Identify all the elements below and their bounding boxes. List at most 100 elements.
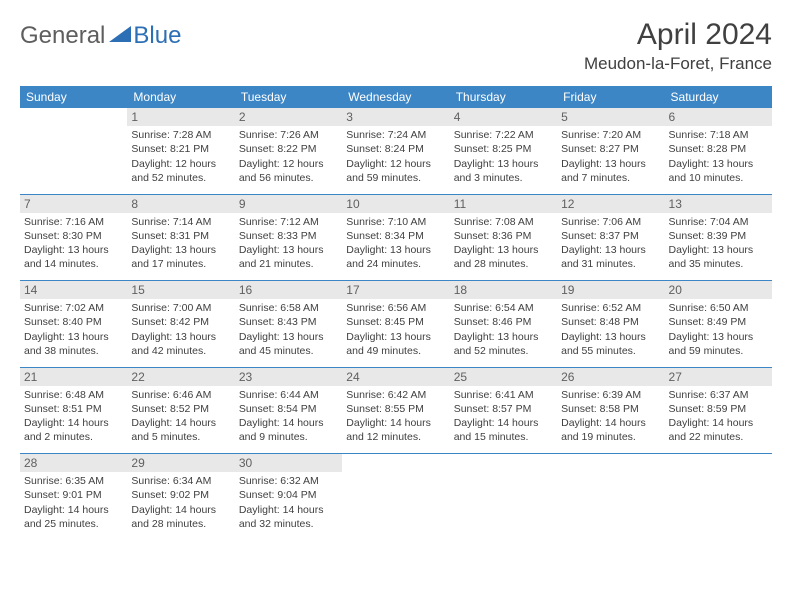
daylight-line-1: Daylight: 14 hours bbox=[131, 503, 230, 517]
sunrise-line: Sunrise: 6:41 AM bbox=[454, 388, 553, 402]
daylight-line-2: and 32 minutes. bbox=[239, 517, 338, 531]
sunrise-line: Sunrise: 7:26 AM bbox=[239, 128, 338, 142]
day-number: 24 bbox=[342, 368, 449, 386]
sunrise-line: Sunrise: 7:24 AM bbox=[346, 128, 445, 142]
calendar-day-cell: 4Sunrise: 7:22 AMSunset: 8:25 PMDaylight… bbox=[450, 108, 557, 194]
calendar-week-row: 7Sunrise: 7:16 AMSunset: 8:30 PMDaylight… bbox=[20, 195, 772, 281]
calendar-day-cell: 12Sunrise: 7:06 AMSunset: 8:37 PMDayligh… bbox=[557, 195, 664, 281]
daylight-line-2: and 24 minutes. bbox=[346, 257, 445, 271]
daylight-line-1: Daylight: 14 hours bbox=[561, 416, 660, 430]
sunset-line: Sunset: 8:34 PM bbox=[346, 229, 445, 243]
day-number: 16 bbox=[235, 281, 342, 299]
day-number: 18 bbox=[450, 281, 557, 299]
calendar-day-cell: 23Sunrise: 6:44 AMSunset: 8:54 PMDayligh… bbox=[235, 368, 342, 454]
sunset-line: Sunset: 8:57 PM bbox=[454, 402, 553, 416]
daylight-line-2: and 52 minutes. bbox=[454, 344, 553, 358]
day-number: 22 bbox=[127, 368, 234, 386]
day-number: 27 bbox=[665, 368, 772, 386]
calendar-day-cell: 9Sunrise: 7:12 AMSunset: 8:33 PMDaylight… bbox=[235, 195, 342, 281]
sunset-line: Sunset: 8:39 PM bbox=[669, 229, 768, 243]
calendar-day-cell: 14Sunrise: 7:02 AMSunset: 8:40 PMDayligh… bbox=[20, 281, 127, 367]
calendar-day-cell: 8Sunrise: 7:14 AMSunset: 8:31 PMDaylight… bbox=[127, 195, 234, 281]
sunrise-line: Sunrise: 6:37 AM bbox=[669, 388, 768, 402]
calendar-day-cell: 24Sunrise: 6:42 AMSunset: 8:55 PMDayligh… bbox=[342, 368, 449, 454]
daylight-line-1: Daylight: 12 hours bbox=[346, 157, 445, 171]
day-number: 4 bbox=[450, 108, 557, 126]
calendar-day-cell bbox=[665, 454, 772, 540]
sunset-line: Sunset: 8:45 PM bbox=[346, 315, 445, 329]
daylight-line-1: Daylight: 13 hours bbox=[669, 330, 768, 344]
calendar-day-cell: 15Sunrise: 7:00 AMSunset: 8:42 PMDayligh… bbox=[127, 281, 234, 367]
calendar-day-cell: 7Sunrise: 7:16 AMSunset: 8:30 PMDaylight… bbox=[20, 195, 127, 281]
daylight-line-1: Daylight: 13 hours bbox=[561, 157, 660, 171]
calendar-day-cell: 11Sunrise: 7:08 AMSunset: 8:36 PMDayligh… bbox=[450, 195, 557, 281]
sunset-line: Sunset: 8:22 PM bbox=[239, 142, 338, 156]
calendar-week-row: 21Sunrise: 6:48 AMSunset: 8:51 PMDayligh… bbox=[20, 368, 772, 454]
sunset-line: Sunset: 8:28 PM bbox=[669, 142, 768, 156]
logo-triangle-icon bbox=[109, 24, 131, 49]
calendar-day-cell: 18Sunrise: 6:54 AMSunset: 8:46 PMDayligh… bbox=[450, 281, 557, 367]
sunrise-line: Sunrise: 7:22 AM bbox=[454, 128, 553, 142]
weekday-header: Monday bbox=[127, 86, 234, 108]
calendar-day-cell: 22Sunrise: 6:46 AMSunset: 8:52 PMDayligh… bbox=[127, 368, 234, 454]
day-number: 30 bbox=[235, 454, 342, 472]
calendar-day-cell: 6Sunrise: 7:18 AMSunset: 8:28 PMDaylight… bbox=[665, 108, 772, 194]
logo: General Blue bbox=[20, 22, 181, 50]
daylight-line-2: and 15 minutes. bbox=[454, 430, 553, 444]
sunset-line: Sunset: 8:59 PM bbox=[669, 402, 768, 416]
sunrise-line: Sunrise: 6:42 AM bbox=[346, 388, 445, 402]
sunset-line: Sunset: 8:42 PM bbox=[131, 315, 230, 329]
day-number: 2 bbox=[235, 108, 342, 126]
day-number: 15 bbox=[127, 281, 234, 299]
day-number: 29 bbox=[127, 454, 234, 472]
calendar-table: SundayMondayTuesdayWednesdayThursdayFrid… bbox=[20, 86, 772, 540]
day-number: 17 bbox=[342, 281, 449, 299]
daylight-line-2: and 35 minutes. bbox=[669, 257, 768, 271]
calendar-day-cell: 21Sunrise: 6:48 AMSunset: 8:51 PMDayligh… bbox=[20, 368, 127, 454]
daylight-line-2: and 59 minutes. bbox=[346, 171, 445, 185]
daylight-line-1: Daylight: 14 hours bbox=[239, 416, 338, 430]
daylight-line-1: Daylight: 12 hours bbox=[239, 157, 338, 171]
daylight-line-2: and 56 minutes. bbox=[239, 171, 338, 185]
day-number: 11 bbox=[450, 195, 557, 213]
weekday-header: Tuesday bbox=[235, 86, 342, 108]
sunset-line: Sunset: 8:24 PM bbox=[346, 142, 445, 156]
sunset-line: Sunset: 8:31 PM bbox=[131, 229, 230, 243]
sunset-line: Sunset: 9:02 PM bbox=[131, 488, 230, 502]
sunrise-line: Sunrise: 7:16 AM bbox=[24, 215, 123, 229]
day-number: 9 bbox=[235, 195, 342, 213]
sunset-line: Sunset: 8:58 PM bbox=[561, 402, 660, 416]
sunset-line: Sunset: 8:52 PM bbox=[131, 402, 230, 416]
sunrise-line: Sunrise: 6:50 AM bbox=[669, 301, 768, 315]
sunrise-line: Sunrise: 7:04 AM bbox=[669, 215, 768, 229]
sunrise-line: Sunrise: 6:46 AM bbox=[131, 388, 230, 402]
calendar-day-cell: 17Sunrise: 6:56 AMSunset: 8:45 PMDayligh… bbox=[342, 281, 449, 367]
day-number: 19 bbox=[557, 281, 664, 299]
daylight-line-2: and 28 minutes. bbox=[454, 257, 553, 271]
weekday-header: Saturday bbox=[665, 86, 772, 108]
daylight-line-2: and 2 minutes. bbox=[24, 430, 123, 444]
sunrise-line: Sunrise: 6:32 AM bbox=[239, 474, 338, 488]
day-number: 28 bbox=[20, 454, 127, 472]
sunset-line: Sunset: 8:25 PM bbox=[454, 142, 553, 156]
daylight-line-1: Daylight: 13 hours bbox=[561, 243, 660, 257]
calendar-day-cell: 30Sunrise: 6:32 AMSunset: 9:04 PMDayligh… bbox=[235, 454, 342, 540]
calendar-day-cell bbox=[342, 454, 449, 540]
sunrise-line: Sunrise: 7:00 AM bbox=[131, 301, 230, 315]
sunrise-line: Sunrise: 6:44 AM bbox=[239, 388, 338, 402]
daylight-line-1: Daylight: 13 hours bbox=[669, 157, 768, 171]
daylight-line-1: Daylight: 13 hours bbox=[24, 243, 123, 257]
daylight-line-2: and 42 minutes. bbox=[131, 344, 230, 358]
daylight-line-2: and 12 minutes. bbox=[346, 430, 445, 444]
daylight-line-1: Daylight: 13 hours bbox=[239, 243, 338, 257]
sunrise-line: Sunrise: 6:48 AM bbox=[24, 388, 123, 402]
sunset-line: Sunset: 8:37 PM bbox=[561, 229, 660, 243]
sunrise-line: Sunrise: 6:54 AM bbox=[454, 301, 553, 315]
calendar-day-cell: 20Sunrise: 6:50 AMSunset: 8:49 PMDayligh… bbox=[665, 281, 772, 367]
daylight-line-1: Daylight: 14 hours bbox=[346, 416, 445, 430]
day-number: 6 bbox=[665, 108, 772, 126]
sunrise-line: Sunrise: 7:02 AM bbox=[24, 301, 123, 315]
daylight-line-1: Daylight: 13 hours bbox=[454, 330, 553, 344]
calendar-day-cell: 27Sunrise: 6:37 AMSunset: 8:59 PMDayligh… bbox=[665, 368, 772, 454]
daylight-line-1: Daylight: 13 hours bbox=[669, 243, 768, 257]
